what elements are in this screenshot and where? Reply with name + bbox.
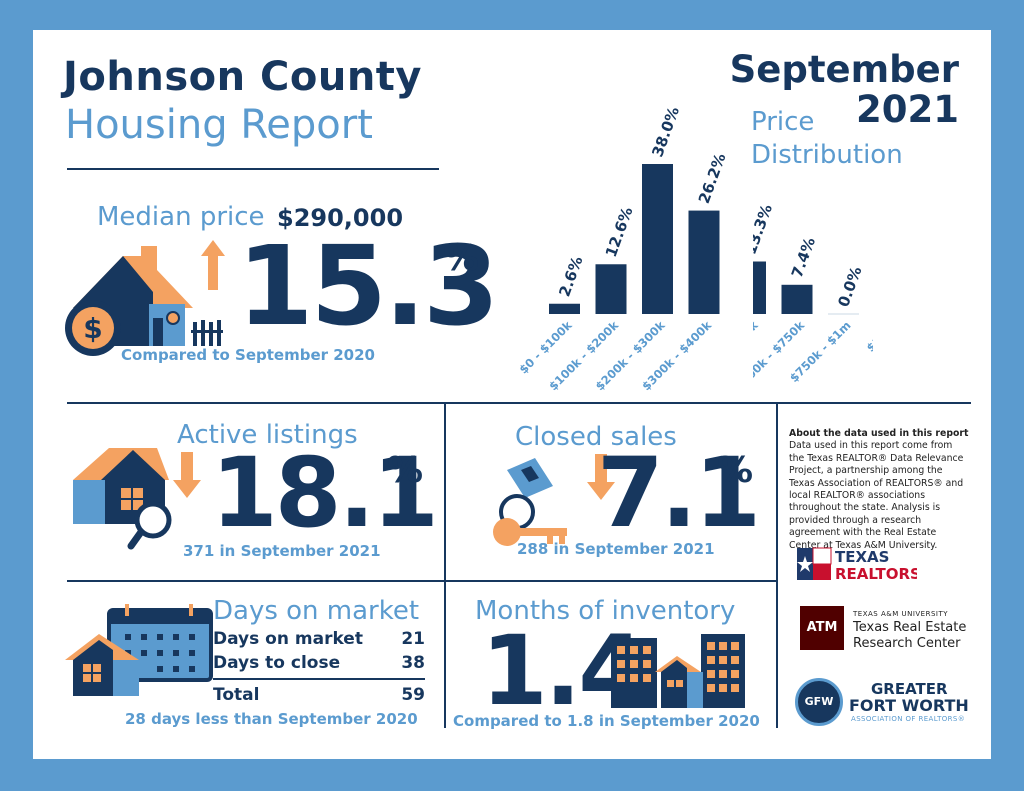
median-price-caption: Compared to September 2020 [121, 346, 375, 364]
tamu-university-text: TEXAS A&M UNIVERSITY [853, 610, 949, 618]
bar-value-label-6: 0.0% [834, 264, 865, 309]
bar-3 [688, 210, 720, 314]
tamu-logo-mark: ATM [800, 606, 844, 650]
closed-sales-label: Closed sales [515, 422, 677, 452]
report-month: September 2021 [730, 50, 959, 130]
grid-divider-top [67, 402, 971, 404]
median-price-percent-sign: % [443, 238, 480, 279]
days-total-row: Total 59 [213, 685, 425, 705]
days-on-market-row-label: Days on market [213, 629, 363, 649]
bar-value-label-1: 12.6% [602, 205, 637, 260]
price-distribution-title: Price Distribution [751, 107, 903, 170]
gfw-line2: FORT WORTH [849, 696, 969, 715]
bar-4 [753, 261, 766, 314]
active-listings-label: Active listings [177, 420, 358, 450]
bar-1 [595, 264, 627, 314]
house-price-icon: $ [65, 240, 225, 356]
median-price-change: 15.3 [237, 222, 499, 350]
months-inventory-label: Months of inventory [475, 596, 736, 626]
title-divider [67, 168, 439, 170]
bar-2 [642, 164, 673, 314]
days-to-close-row-label: Days to close [213, 653, 341, 673]
gfw-line3: ASSOCIATION OF REALTORS® [851, 715, 966, 723]
active-listings-change: 18.1 [211, 437, 439, 549]
months-inventory-caption: Compared to 1.8 in September 2020 [453, 712, 760, 730]
texas-realtors-word2: REALTORS [835, 565, 917, 583]
report-title: Johnson County [63, 54, 422, 100]
days-total-value: 59 [401, 685, 425, 705]
days-on-market-row-value: 21 [401, 629, 425, 649]
texas-realtors-logo: TEXAS REALTORS [797, 547, 917, 583]
report-subtitle: Housing Report [65, 102, 373, 148]
svg-text:$: $ [83, 312, 102, 345]
category-label-7: $1m+ [864, 318, 873, 355]
bar-value-label-5: 7.4% [788, 235, 819, 280]
about-heading: About the data used in this report [789, 428, 969, 439]
gfw-line1: GREATER [871, 680, 948, 698]
buildings-icon [611, 634, 745, 708]
report-year: 2021 [856, 88, 959, 131]
grid-divider-bottom [67, 580, 777, 582]
active-listings-percent-sign: % [387, 450, 424, 491]
texas-realtors-word1: TEXAS [835, 548, 889, 566]
grid-divider-right [776, 402, 778, 728]
bar-5 [781, 284, 813, 314]
median-price-value: $290,000 [277, 204, 404, 232]
days-on-market-row: Days on market 21 [213, 629, 425, 649]
closed-sales-change: 7.1 [597, 437, 761, 549]
bar-0 [549, 303, 580, 314]
gfw-logo-mark: GFW [795, 678, 843, 726]
house-key-icon [493, 454, 615, 546]
report-month-name: September [729, 48, 959, 91]
calendar-house-icon [65, 604, 213, 696]
report-card: Johnson County Housing Report September … [33, 30, 991, 759]
bar-value-label-2: 38.0% [648, 104, 683, 159]
days-total-label: Total [213, 685, 260, 705]
days-on-market-caption: 28 days less than September 2020 [125, 710, 418, 728]
bar-value-label-0: 2.6% [555, 254, 586, 299]
days-on-market-label: Days on market [213, 596, 420, 626]
closed-sales-percent-sign: % [717, 450, 754, 491]
grid-divider-middle [444, 402, 446, 728]
active-listings-caption: 371 in September 2021 [183, 542, 381, 560]
median-price-label: Median price [97, 202, 265, 232]
tamu-center-line2: Research Center [853, 636, 961, 651]
days-total-divider [213, 678, 425, 680]
bar-value-label-4: 13.3% [753, 202, 776, 257]
bar-value-label-3: 26.2% [695, 151, 730, 206]
about-body: Data used in this report come from the T… [789, 440, 964, 551]
days-to-close-row-value: 38 [401, 653, 425, 673]
house-search-icon [73, 448, 201, 550]
about-data-note: About the data used in this report Data … [789, 428, 969, 552]
tamu-center-line1: Texas Real Estate [853, 620, 967, 635]
days-to-close-row: Days to close 38 [213, 653, 425, 673]
closed-sales-caption: 288 in September 2021 [517, 540, 715, 558]
